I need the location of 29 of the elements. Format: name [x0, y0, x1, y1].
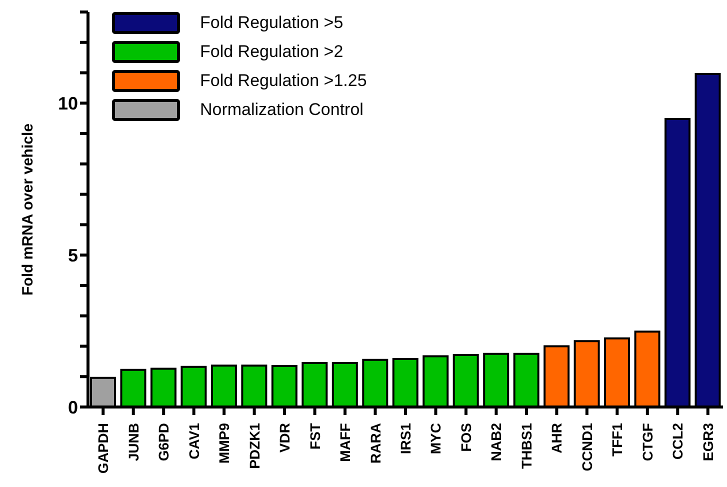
x-tick-label: THBS1 — [518, 422, 534, 469]
x-tick-label: PDZK1 — [246, 422, 262, 469]
legend-label: Fold Regulation >5 — [200, 12, 344, 32]
x-tick-label: IRS1 — [398, 422, 414, 454]
x-tick-label: CAV1 — [186, 422, 202, 460]
x-tick-label: JUNB — [125, 423, 142, 462]
x-tick-label: MYC — [428, 423, 444, 454]
x-tick-label: GAPDH — [95, 423, 112, 474]
x-tick-label: G6PD — [156, 423, 172, 462]
x-tick-label: CTGF — [639, 422, 656, 462]
x-tick-label: EGR3 — [700, 422, 716, 462]
x-tick-label: CCL2 — [670, 422, 686, 460]
legend-label: Normalization Control — [200, 100, 364, 120]
x-tick-label: VDR — [276, 423, 293, 453]
x-tick-label: FST — [306, 422, 323, 450]
x-tick-label: TFF1 — [609, 422, 626, 456]
legend-label: Fold Regulation >2 — [200, 42, 344, 62]
x-tick-label: MAFF — [337, 422, 354, 462]
x-tick-label: FOS — [458, 423, 474, 452]
y-axis-title: Fold mRNA over vehicle — [19, 124, 36, 296]
x-tick-label: RARA — [367, 423, 384, 464]
legend-label: Fold Regulation >1.25 — [200, 70, 367, 90]
y-tick-label: 10 — [58, 94, 78, 114]
x-tick-label: CCND1 — [578, 422, 595, 472]
y-tick-label: 5 — [68, 245, 78, 266]
x-tick-label: MMP9 — [216, 422, 232, 464]
y-tick-label: 0 — [68, 397, 78, 418]
x-tick-label: AHR — [548, 423, 565, 454]
x-tick-label: NAB2 — [488, 422, 504, 462]
